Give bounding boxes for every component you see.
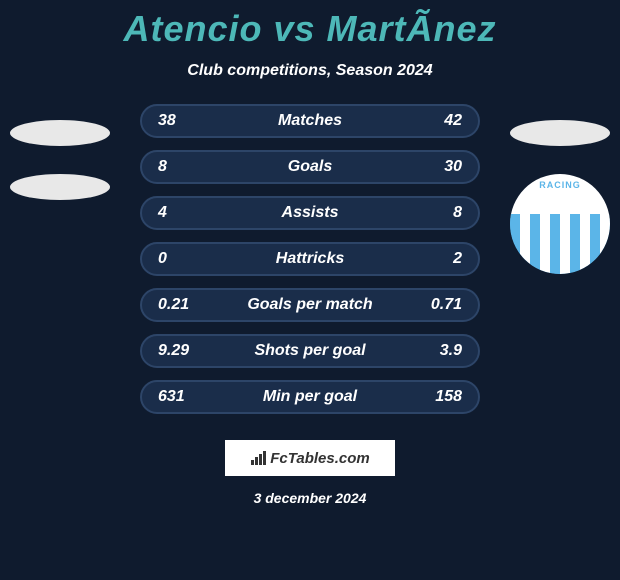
stat-row: 0 Hattricks 2 — [140, 242, 480, 276]
stat-right-value: 8 — [453, 204, 462, 222]
chart-icon — [250, 451, 266, 465]
stat-row: 631 Min per goal 158 — [140, 380, 480, 414]
stat-label: Matches — [278, 112, 342, 130]
comparison-card: Atencio vs MartÃ­nez Club competitions, … — [0, 0, 620, 580]
right-player-badges: RACING — [510, 120, 610, 274]
footer-brand-logo: FcTables.com — [225, 440, 395, 476]
stat-row: 9.29 Shots per goal 3.9 — [140, 334, 480, 368]
badge-text: RACING — [539, 180, 581, 190]
left-ellipse-2 — [10, 174, 110, 200]
stat-right-value: 30 — [444, 158, 462, 176]
stat-row: 4 Assists 8 — [140, 196, 480, 230]
stat-left-value: 9.29 — [158, 342, 189, 360]
stat-left-value: 38 — [158, 112, 176, 130]
left-ellipse-1 — [10, 120, 110, 146]
stat-left-value: 8 — [158, 158, 167, 176]
stat-row: 0.21 Goals per match 0.71 — [140, 288, 480, 322]
stat-left-value: 0 — [158, 250, 167, 268]
stat-label: Min per goal — [263, 388, 357, 406]
stat-label: Goals — [288, 158, 332, 176]
stat-right-value: 158 — [435, 388, 462, 406]
left-player-badges — [10, 120, 110, 228]
stat-label: Shots per goal — [254, 342, 365, 360]
stat-left-value: 631 — [158, 388, 185, 406]
page-title: Atencio vs MartÃ­nez — [123, 8, 496, 50]
stat-row: 8 Goals 30 — [140, 150, 480, 184]
stat-label: Goals per match — [247, 296, 372, 314]
stat-label: Assists — [282, 204, 339, 222]
stat-right-value: 42 — [444, 112, 462, 130]
stat-left-value: 4 — [158, 204, 167, 222]
stat-right-value: 3.9 — [440, 342, 462, 360]
stat-row: 38 Matches 42 — [140, 104, 480, 138]
stat-right-value: 0.71 — [431, 296, 462, 314]
racing-club-badge: RACING — [510, 174, 610, 274]
footer-brand-text: FcTables.com — [270, 450, 369, 467]
stat-label: Hattricks — [276, 250, 344, 268]
subtitle: Club competitions, Season 2024 — [187, 62, 432, 80]
badge-stripes — [510, 214, 610, 274]
stats-table: 38Matches428Goals304Assists80Hattricks20… — [140, 104, 480, 426]
stat-right-value: 2 — [453, 250, 462, 268]
date-label: 3 december 2024 — [254, 490, 367, 506]
stat-left-value: 0.21 — [158, 296, 189, 314]
right-ellipse-1 — [510, 120, 610, 146]
